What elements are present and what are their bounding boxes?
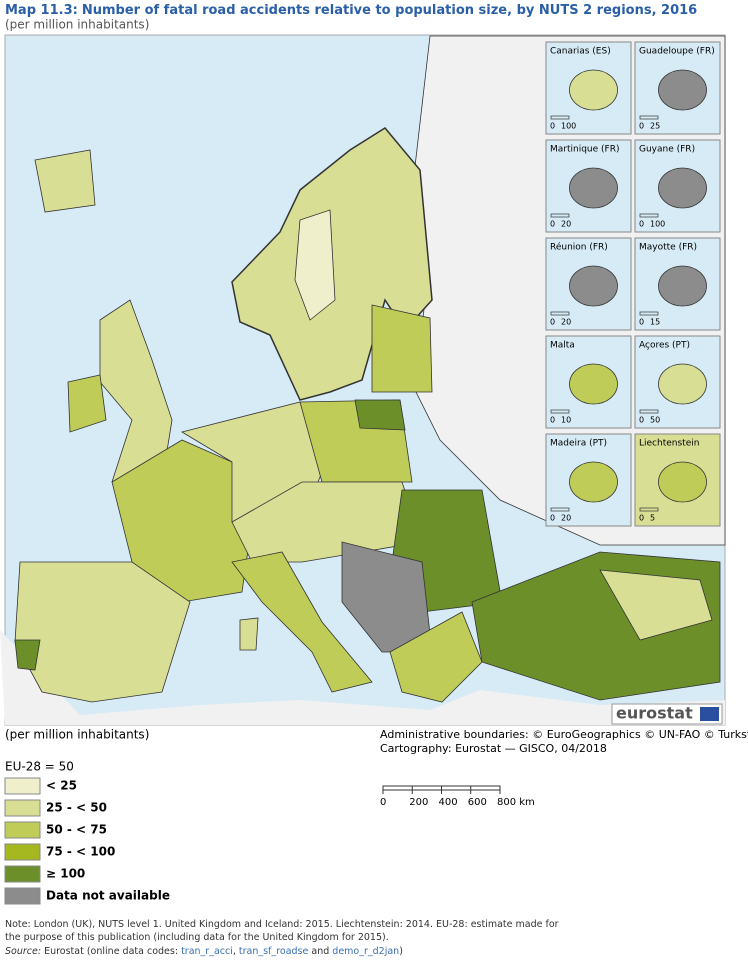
inset-scale-label: 20 bbox=[561, 220, 571, 229]
legend-swatch bbox=[4, 865, 41, 883]
source-code[interactable]: tran_r_acci bbox=[181, 946, 233, 957]
source-text: Eurostat (online data codes: bbox=[44, 946, 179, 957]
inset-scale-label: 100 bbox=[561, 122, 576, 131]
inset-scale-label: 0 bbox=[550, 416, 555, 425]
inset-name: Malta bbox=[550, 341, 575, 351]
legend-reference: EU-28 = 50 bbox=[5, 760, 74, 774]
legend-swatch bbox=[4, 777, 41, 795]
inset-scale-label: 50 bbox=[650, 416, 660, 425]
inset-scale-label: 5 bbox=[650, 514, 655, 523]
inset-scale bbox=[639, 507, 659, 512]
inset-scale-label: 20 bbox=[561, 318, 571, 327]
legend-label: < 25 bbox=[46, 779, 77, 793]
source-code[interactable]: tran_sf_roadse bbox=[238, 946, 309, 957]
inset-label-bg bbox=[547, 141, 630, 155]
inset-scale bbox=[550, 409, 570, 414]
inset-name: Martinique (FR) bbox=[550, 145, 619, 155]
legend-label: 75 - < 100 bbox=[46, 845, 115, 859]
inset-scale-label: 25 bbox=[650, 122, 660, 131]
legend-label: 25 - < 50 bbox=[46, 801, 107, 815]
note: Note: London (UK), NUTS level 1. United … bbox=[5, 919, 559, 943]
inset-scale bbox=[639, 115, 659, 120]
inset-scale-label: 0 bbox=[639, 220, 644, 229]
legend-label: Data not available bbox=[46, 889, 170, 903]
inset-scale-label: 0 bbox=[550, 318, 555, 327]
inset-shape bbox=[658, 461, 707, 503]
inset-scale-label: 0 bbox=[639, 514, 644, 523]
credit: Cartography: Eurostat — GISCO, 04/2018 bbox=[380, 742, 607, 755]
inset-name: Madeira (PT) bbox=[550, 439, 607, 449]
inset-shape bbox=[569, 265, 618, 307]
map-label: Map 11.3: Number of fatal road accidents … bbox=[5, 3, 697, 18]
inset-scale bbox=[639, 409, 659, 414]
inset-scale-label: 0 bbox=[639, 416, 644, 425]
inset-name: Canarias (ES) bbox=[550, 47, 611, 57]
subtitle: (per million inhabitants) bbox=[5, 18, 149, 32]
scale-label: 400 bbox=[439, 797, 458, 808]
scale-label: 600 bbox=[468, 797, 487, 808]
inset-label-bg bbox=[636, 435, 719, 449]
logo-box bbox=[611, 703, 723, 725]
legend-unit: (per million inhabitants) bbox=[5, 728, 149, 742]
inset-label-bg bbox=[547, 337, 630, 351]
inset-label-bg bbox=[636, 43, 719, 57]
inset-label-bg bbox=[547, 435, 630, 449]
inset-label-bg bbox=[636, 239, 719, 253]
legend-swatch bbox=[4, 821, 41, 839]
inset-shape bbox=[569, 167, 618, 209]
scale-label: 200 bbox=[409, 797, 428, 808]
source-label: Source: bbox=[5, 946, 42, 957]
inset-label-bg bbox=[547, 43, 630, 57]
inset-scale-label: 0 bbox=[639, 122, 644, 131]
inset-shape bbox=[569, 363, 618, 405]
inset-scale-label: 20 bbox=[561, 514, 571, 523]
inset-scale-label: 15 bbox=[650, 318, 660, 327]
inset-scale-label: 100 bbox=[650, 220, 665, 229]
source-code[interactable]: demo_r_d2jan bbox=[332, 946, 400, 957]
legend: < 25 25 - < 50 50 - < 75 75 - < 100 ≥ 100 Dat… bbox=[4, 777, 170, 905]
scale-label: 0 bbox=[380, 797, 386, 808]
inset-scale-label: 10 bbox=[561, 416, 571, 425]
source-and: and bbox=[311, 946, 330, 957]
legend-label: ≥ 100 bbox=[46, 867, 85, 881]
inset-name: Açores (PT) bbox=[639, 341, 690, 351]
inset-name: Liechtenstein bbox=[639, 439, 699, 449]
eu-flag bbox=[700, 707, 719, 721]
legend-swatch bbox=[4, 843, 41, 861]
legend-label: 50 - < 75 bbox=[46, 823, 107, 837]
inset-name: Réunion (FR) bbox=[550, 242, 608, 253]
inset-name: Guadeloupe (FR) bbox=[639, 47, 715, 57]
inset-label-bg bbox=[636, 337, 719, 351]
logo: eurostat bbox=[616, 704, 693, 723]
inset-name: Guyane (FR) bbox=[639, 145, 695, 155]
inset-label-bg bbox=[547, 239, 630, 253]
inset-scale bbox=[550, 213, 570, 218]
source: Source: Eurostat (online data codes: tra… bbox=[5, 946, 403, 957]
inset-shape bbox=[658, 265, 707, 307]
inset-scale-label: 0 bbox=[550, 220, 555, 229]
inset-scale-label: 0 bbox=[550, 514, 555, 523]
inset-scale-label: 0 bbox=[550, 122, 555, 131]
inset-name: Mayotte (FR) bbox=[639, 243, 697, 253]
inset-scale bbox=[550, 311, 570, 316]
legend-swatch bbox=[4, 799, 41, 817]
inset-shape bbox=[658, 363, 707, 405]
legend-swatch bbox=[4, 887, 41, 905]
inset-scale-label: 0 bbox=[639, 318, 644, 327]
scale-bar: 0 200 400 600 800 km bbox=[380, 785, 535, 808]
inset-scale bbox=[550, 115, 570, 120]
inset-scale bbox=[550, 507, 570, 512]
inset-shape bbox=[569, 69, 618, 111]
inset-shape bbox=[569, 461, 618, 503]
scale-label: 800 km bbox=[497, 797, 535, 808]
inset-scale bbox=[639, 311, 659, 316]
inset-shape bbox=[658, 69, 707, 111]
inset-scale bbox=[639, 213, 659, 218]
inset-shape bbox=[658, 167, 707, 209]
credit: Administrative boundaries: © EuroGeograp… bbox=[380, 728, 748, 741]
inset-label-bg bbox=[636, 141, 719, 155]
